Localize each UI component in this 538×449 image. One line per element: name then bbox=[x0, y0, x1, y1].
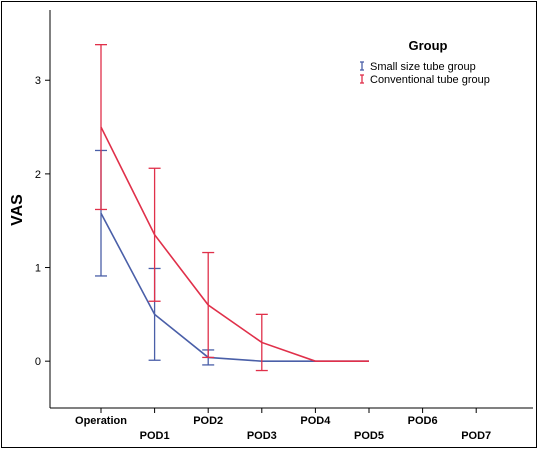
y-tick-label: 0 bbox=[35, 356, 41, 368]
x-tick-label: POD5 bbox=[354, 430, 384, 442]
legend: Group Small size tube groupConventional … bbox=[360, 38, 490, 86]
x-tick-label: POD1 bbox=[140, 430, 170, 442]
y-ticks: 0 1 2 3 bbox=[35, 75, 50, 368]
x-ticks: Operation POD1 POD2 POD3 POD4 POD5 POD6 POD7 bbox=[75, 408, 491, 442]
series-line bbox=[100, 212, 369, 362]
x-tick-label: Operation bbox=[75, 415, 127, 427]
legend-label: Conventional tube group bbox=[370, 74, 490, 86]
legend-label: Small size tube group bbox=[370, 61, 476, 73]
x-tick-label: POD3 bbox=[247, 430, 277, 442]
y-axis-title: VAS bbox=[9, 194, 26, 226]
x-tick-label: POD4 bbox=[300, 415, 331, 427]
x-tick-label: POD6 bbox=[408, 415, 438, 427]
y-tick-label: 1 bbox=[35, 263, 41, 275]
axes bbox=[49, 10, 533, 409]
legend-title: Group bbox=[409, 38, 448, 53]
y-tick-label: 2 bbox=[35, 169, 41, 181]
x-tick-label: POD2 bbox=[193, 415, 223, 427]
series-line bbox=[100, 126, 369, 362]
series bbox=[95, 43, 369, 372]
x-tick-label: POD7 bbox=[461, 430, 491, 442]
y-tick-label: 3 bbox=[35, 75, 41, 87]
